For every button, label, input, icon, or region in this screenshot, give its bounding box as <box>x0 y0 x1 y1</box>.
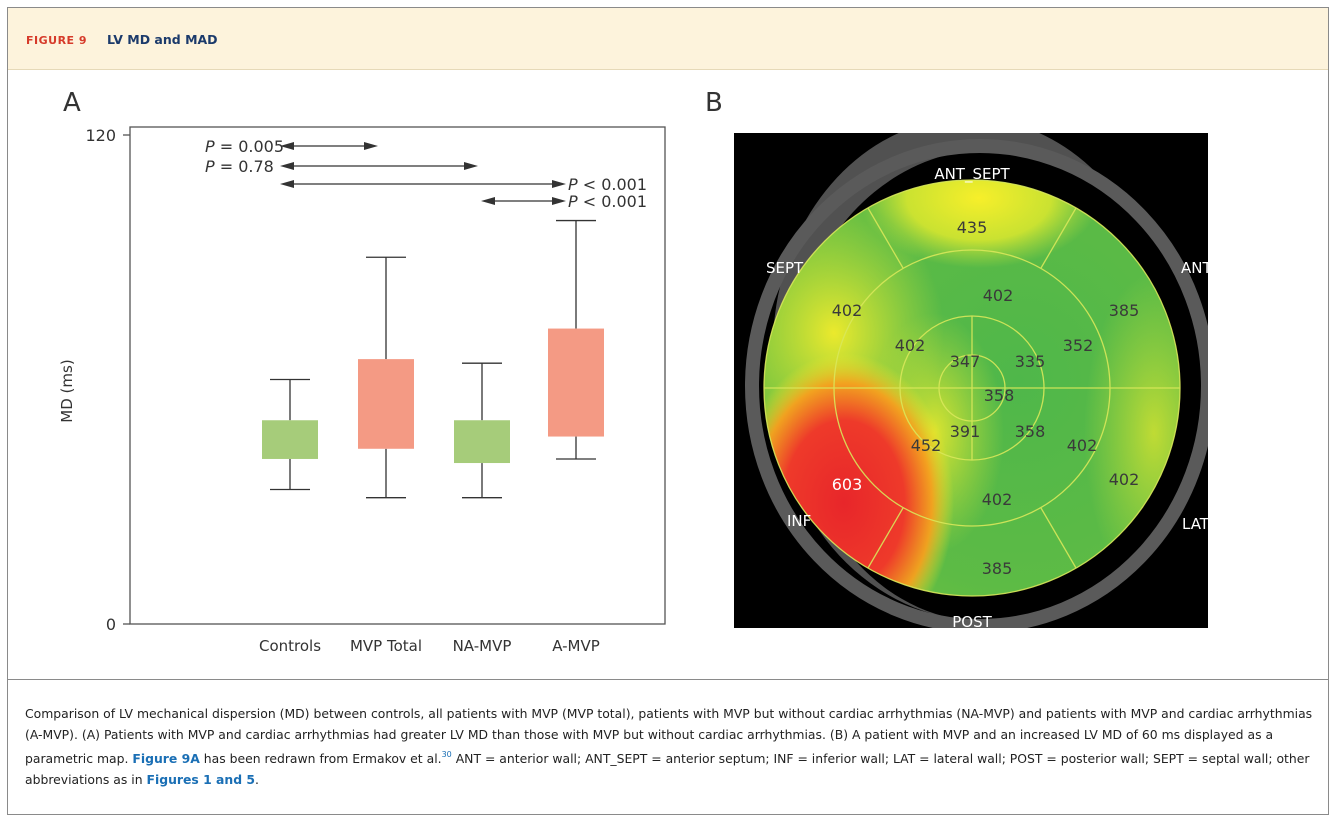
arrowhead-3-right <box>552 180 566 188</box>
boxes-group <box>262 219 604 499</box>
x-labels-group: Controls MVP Total NA-MVP A-MVP <box>259 637 600 655</box>
segment-mid-lat: 402 <box>1067 436 1098 455</box>
figure-frame: FIGURE 9 LV MD and MAD A 120 0 MD (ms) C… <box>7 7 1329 815</box>
segment-basal-post: 385 <box>982 559 1013 578</box>
comparison-label-4: P < 0.001 <box>568 192 647 211</box>
wall-label-ant-sept: ANT_SEPT <box>934 165 1010 184</box>
figure-number: FIGURE 9 <box>26 34 88 47</box>
segment-apical-ant: 335 <box>1015 352 1046 371</box>
arrowhead-4-left <box>481 197 495 205</box>
segment-basal-ant: 385 <box>1109 301 1140 320</box>
segment-basal-inf: 603 <box>832 475 863 494</box>
caption-text-3: ANT = anterior wall; ANT_SEPT = anterior… <box>25 751 1310 788</box>
outer-ring-band <box>745 139 1208 628</box>
panel-b-label: B <box>705 88 723 118</box>
caption-divider <box>8 679 1328 680</box>
caption-text-4: . <box>255 772 259 788</box>
caption-link-figures-1-5[interactable]: Figures 1 and 5 <box>146 772 256 788</box>
y-tick-label-120: 120 <box>85 126 116 145</box>
segment-mid-ant-sept: 402 <box>983 286 1014 305</box>
segment-basal-lat: 402 <box>1109 470 1140 489</box>
segment-apical-sept: 347 <box>950 352 981 371</box>
segment-lines <box>763 179 1181 597</box>
bullseye-map: ANT_SEPT ANT SEPT INF LAT POST 435 402 3… <box>734 133 1208 628</box>
segment-mid-sept: 402 <box>895 336 926 355</box>
x-label-mvp-total: MVP Total <box>350 637 422 655</box>
wall-labels: ANT_SEPT ANT SEPT INF LAT POST <box>766 165 1208 628</box>
arrowhead-3-left <box>280 180 294 188</box>
arrowhead-4-right <box>552 197 566 205</box>
panel-a-label: A <box>63 88 81 118</box>
y-tick-label-0: 0 <box>106 615 116 634</box>
segment-values: 435 402 385 603 402 385 402 402 352 452 … <box>832 218 1140 578</box>
arrowhead-1-left <box>280 142 294 150</box>
caption-text-2: has been redrawn from Ermakov et al. <box>199 751 442 767</box>
box-a-mvp <box>548 328 604 437</box>
box-controls <box>262 420 318 459</box>
figure-title: LV MD and MAD <box>107 32 218 47</box>
comparison-label-1: P = 0.005 <box>205 137 284 156</box>
wall-label-inf: INF <box>787 512 811 530</box>
comparison-label-2: P = 0.78 <box>205 157 274 176</box>
arrowhead-1-right <box>364 142 378 150</box>
x-label-na-mvp: NA-MVP <box>453 637 512 655</box>
figure-header: FIGURE 9 LV MD and MAD <box>8 8 1328 70</box>
comparison-annotations: P = 0.005 P = 0.78 P < 0.001 P < 0.001 <box>205 137 647 211</box>
arrowhead-2-left <box>280 162 294 170</box>
segment-mid-post: 402 <box>982 490 1013 509</box>
x-label-a-mvp: A-MVP <box>552 637 600 655</box>
wall-label-post: POST <box>952 613 992 628</box>
segment-apical-inf: 391 <box>950 422 981 441</box>
figure-caption: Comparison of LV mechanical dispersion (… <box>25 703 1325 790</box>
wall-label-lat: LAT <box>1182 515 1208 533</box>
comparison-label-3: P < 0.001 <box>568 175 647 194</box>
y-axis-label: MD (ms) <box>58 359 76 422</box>
box-mvp-total <box>358 359 414 449</box>
wall-label-sept: SEPT <box>766 259 804 277</box>
box-plot-chart: 120 0 MD (ms) Controls MVP Total NA-MVP A-M… <box>58 126 666 655</box>
x-label-controls: Controls <box>259 637 321 655</box>
arrowhead-2-right <box>464 162 478 170</box>
caption-text-1: Comparison of LV mechanical dispersion (… <box>25 706 1313 767</box>
caption-reference-superscript[interactable]: 30 <box>441 750 452 759</box>
segment-basal-sept: 402 <box>832 301 863 320</box>
caption-link-figure-9a[interactable]: Figure 9A <box>132 751 200 767</box>
segment-apex: 358 <box>984 386 1015 405</box>
plot-area <box>129 126 666 625</box>
segment-apical-lat: 358 <box>1015 422 1046 441</box>
segment-mid-inf: 452 <box>911 436 942 455</box>
box-na-mvp <box>454 420 510 464</box>
segment-mid-ant: 352 <box>1063 336 1094 355</box>
segment-basal-ant-sept: 435 <box>957 218 988 237</box>
wall-label-ant: ANT <box>1181 259 1208 277</box>
